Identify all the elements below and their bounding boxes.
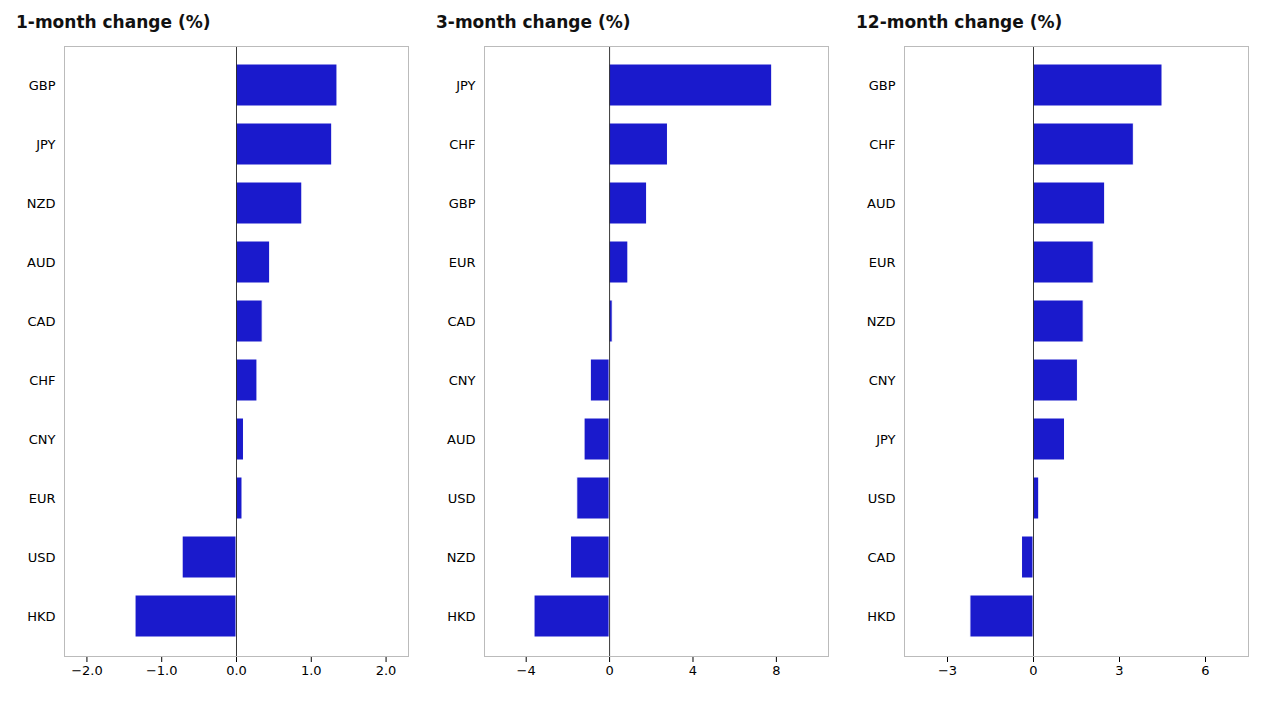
svg-text:HKD: HKD xyxy=(447,609,475,624)
html-text:12-month change (%): 12-month change (%) xyxy=(856,12,1063,32)
svg-text:JPY: JPY xyxy=(455,78,475,93)
svg-text:−1.0: −1.0 xyxy=(146,663,178,678)
svg-text:CNY: CNY xyxy=(449,373,476,388)
svg-text:0.0: 0.0 xyxy=(226,663,247,678)
svg-text:GBP: GBP xyxy=(29,78,56,93)
svg-text:CHF: CHF xyxy=(869,137,895,152)
svg-text:USD: USD xyxy=(28,550,56,565)
svg-text:CHF: CHF xyxy=(449,137,475,152)
svg-text:4: 4 xyxy=(689,663,697,678)
svg-text:NZD: NZD xyxy=(867,314,896,329)
svg-text:USD: USD xyxy=(868,491,896,506)
svg-text:HKD: HKD xyxy=(867,609,895,624)
svg-text:−2.0: −2.0 xyxy=(71,663,103,678)
svg-text:USD: USD xyxy=(448,491,476,506)
html-text:1-month change (%): 1-month change (%) xyxy=(16,12,211,32)
svg-text:GBP: GBP xyxy=(449,196,476,211)
svg-text:AUD: AUD xyxy=(447,432,475,447)
svg-text:CAD: CAD xyxy=(448,314,476,329)
svg-text:JPY: JPY xyxy=(35,137,55,152)
svg-text:NZD: NZD xyxy=(447,550,476,565)
svg-text:−3: −3 xyxy=(938,663,957,678)
svg-text:8: 8 xyxy=(772,663,780,678)
svg-text:0: 0 xyxy=(1029,663,1037,678)
svg-text:JPY: JPY xyxy=(875,432,895,447)
svg-text:AUD: AUD xyxy=(867,196,895,211)
svg-text:1.0: 1.0 xyxy=(301,663,322,678)
svg-text:AUD: AUD xyxy=(27,255,55,270)
svg-text:CNY: CNY xyxy=(29,432,56,447)
svg-text:−4: −4 xyxy=(517,663,536,678)
svg-text:CNY: CNY xyxy=(869,373,896,388)
svg-text:CAD: CAD xyxy=(868,550,896,565)
svg-text:0: 0 xyxy=(605,663,613,678)
svg-text:GBP: GBP xyxy=(869,78,896,93)
html-text:3-month change (%): 3-month change (%) xyxy=(436,12,631,32)
svg-text:CAD: CAD xyxy=(28,314,56,329)
svg-text:HKD: HKD xyxy=(27,609,55,624)
svg-text:EUR: EUR xyxy=(29,491,56,506)
svg-text:EUR: EUR xyxy=(869,255,896,270)
svg-text:NZD: NZD xyxy=(27,196,56,211)
svg-text:CHF: CHF xyxy=(29,373,55,388)
svg-text:6: 6 xyxy=(1201,663,1209,678)
svg-text:3: 3 xyxy=(1115,663,1123,678)
svg-text:2.0: 2.0 xyxy=(376,663,397,678)
svg-text:EUR: EUR xyxy=(449,255,476,270)
